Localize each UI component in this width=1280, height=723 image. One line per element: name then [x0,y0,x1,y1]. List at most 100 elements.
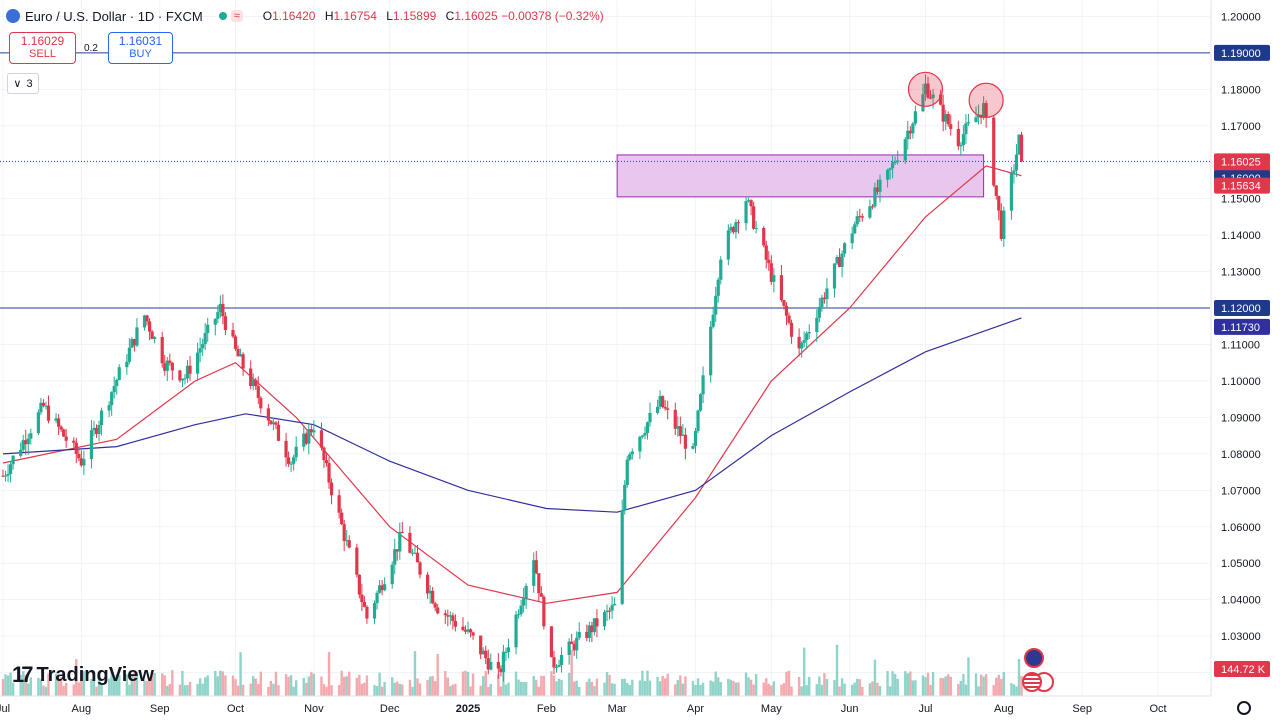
volume-bar [674,684,677,696]
candle-body [223,316,228,330]
volume-bar [560,679,563,696]
symbol-title[interactable]: Euro / U.S. Dollar · 1D · FXCM [25,8,203,24]
candle-body [127,347,131,362]
volume-bar [906,673,909,696]
candle-body [711,314,715,327]
candle-body [289,463,293,465]
volume-bar [375,685,379,696]
candle-body [274,422,278,425]
volume-bar [37,677,40,696]
candle-body [97,424,101,434]
candle-body [926,83,930,98]
volume-bar [790,686,793,696]
candle-body [347,540,351,548]
volume-bar [449,686,452,696]
candle-body [974,117,978,123]
volume-bar [797,677,801,696]
volume-bar [550,671,553,696]
candle-body [286,457,291,464]
candle-body [966,122,971,124]
candle-body [557,664,561,667]
volume-bar [168,684,172,696]
volume-bar [464,670,467,696]
volume-bar [997,674,1000,696]
volume-bar [110,672,113,696]
volume-bar [767,683,770,696]
candle-body [302,433,306,447]
volume-bar [461,671,465,696]
volume-bar [924,677,927,696]
volume-bar [219,670,222,696]
candle-body [648,412,652,423]
candle-body [357,574,361,595]
volume-bar [780,684,783,696]
tradingview-logo[interactable]: 17 TradingView [12,662,154,687]
volume-bar [676,680,680,696]
volume-bar [684,676,687,696]
candle-body [415,552,420,563]
volume-bar [838,686,841,696]
volume-bar [681,683,685,696]
sell-button[interactable]: 1.16029 SELL [9,32,76,64]
supply-zone [616,154,985,198]
candle-body [691,445,695,449]
candle-body [496,662,500,669]
volume-bar [401,684,404,696]
volume-bar [396,681,399,696]
candle-body [789,322,794,337]
indicators-toggle[interactable]: ∨ 3 [7,73,39,94]
candle-body [125,361,129,368]
volume-bar [188,681,192,696]
candle-body [941,104,945,122]
candle-body [99,410,104,425]
candle-body [939,94,943,105]
volume-bar [623,678,626,696]
candle-body [408,532,412,553]
volume-bar [1020,675,1023,696]
x-tick-label: Jul [918,703,932,715]
candle-body [693,430,698,446]
volume-bar [643,680,647,696]
volume-bar [770,685,773,696]
candle-body [605,610,609,613]
us-event-icon[interactable] [1022,672,1042,692]
volume-bar [585,681,589,696]
volume-bar [29,677,33,696]
x-tick-label: Sep [1072,703,1092,715]
candle-body [342,524,346,541]
volume-bar [82,671,86,696]
volume-bar [977,686,980,696]
candle-body [956,128,960,147]
volume-bar [327,651,331,696]
volume-bar [59,677,63,696]
candle-body [19,449,23,456]
volume-bar [818,676,821,696]
eu-event-icon[interactable] [1024,648,1044,668]
volume-bar [292,686,295,696]
candle-body [868,206,872,218]
price-label: 1.12000 [1221,303,1261,315]
candle-body [453,621,457,627]
candle-body [340,512,344,525]
candle-body [843,243,847,254]
volume-bar [307,676,311,696]
volume-bar [772,681,776,696]
volume-bar [479,685,482,696]
buy-button[interactable]: 1.16031 BUY [108,32,173,64]
candle-body [855,216,859,225]
candle-body [896,160,900,163]
volume-bar [552,675,556,696]
candle-body [446,615,450,617]
candle-body [170,362,174,371]
volume-bar [679,675,682,696]
gear-icon[interactable] [1237,701,1251,715]
volume-bar [489,684,492,696]
volume-bar [904,671,907,696]
volume-bar [926,672,930,696]
candle-body [3,475,8,477]
candle-body [117,367,121,381]
volume-bar [754,674,758,696]
candle-body [132,339,137,346]
wave-icon[interactable]: ≈ [230,10,243,22]
